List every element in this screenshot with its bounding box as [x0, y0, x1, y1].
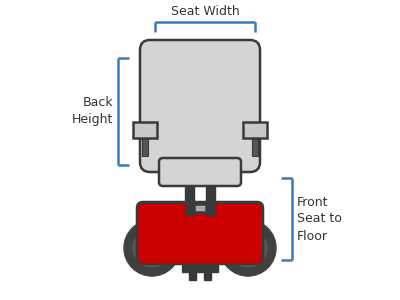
- FancyBboxPatch shape: [137, 202, 263, 264]
- Bar: [183, 52, 192, 182]
- Circle shape: [133, 229, 171, 267]
- Circle shape: [220, 220, 276, 276]
- Bar: [252, 136, 258, 156]
- Text: Back
Height: Back Height: [72, 97, 113, 127]
- Bar: [185, 180, 194, 215]
- Circle shape: [124, 220, 180, 276]
- Bar: [194, 204, 206, 212]
- Bar: [206, 180, 215, 215]
- Bar: [243, 122, 267, 138]
- FancyBboxPatch shape: [140, 40, 260, 172]
- Text: Seat Width: Seat Width: [171, 5, 239, 18]
- Bar: [204, 264, 211, 280]
- FancyBboxPatch shape: [159, 158, 241, 186]
- Circle shape: [229, 229, 267, 267]
- Text: Front
Seat to
Floor: Front Seat to Floor: [297, 196, 342, 242]
- Bar: [214, 52, 223, 182]
- Bar: [142, 136, 148, 156]
- Bar: [133, 122, 157, 138]
- Bar: [189, 264, 196, 280]
- Bar: [182, 265, 218, 272]
